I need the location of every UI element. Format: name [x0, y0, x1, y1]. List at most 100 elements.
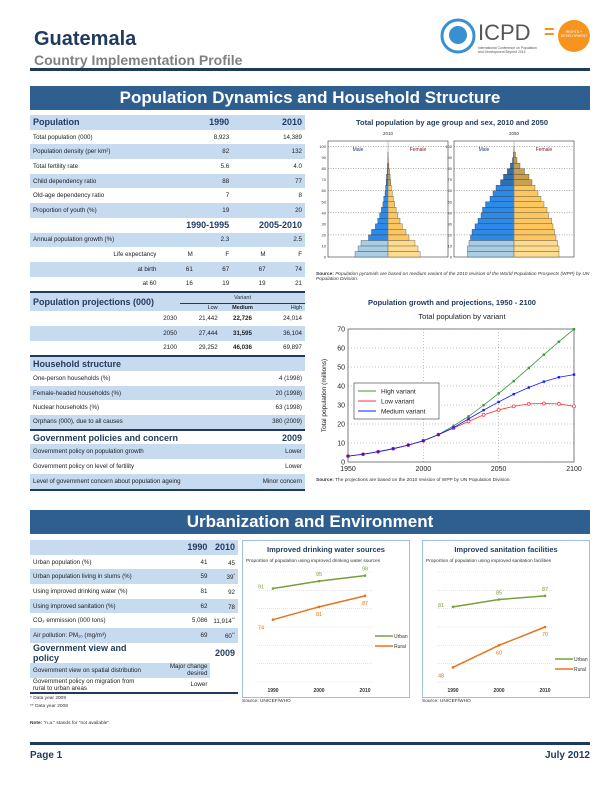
legend-label: Medium variant	[381, 409, 426, 416]
data-point	[363, 594, 367, 598]
cell: 27,444	[180, 325, 221, 341]
section-header: Population projections (000)	[30, 291, 180, 312]
y-tick-label: 10	[337, 441, 345, 448]
sanitation-subtitle: Proportion of population using improved …	[426, 559, 552, 564]
cell: F	[225, 251, 230, 259]
male-bar	[500, 179, 515, 186]
data-label: 74	[258, 626, 264, 632]
table-row: Air pollution: PM₁₀ (mg/m³) 69 60**	[30, 628, 238, 643]
data-point	[376, 450, 380, 453]
y-tick-label: 60	[337, 346, 345, 353]
cell: Major change desired	[150, 662, 211, 678]
y-axis-label: Total population (millions)	[321, 359, 328, 432]
cell: 92	[228, 588, 235, 596]
water-svg: 1990 2000 2010 91 95 98 Urban 74 81 87 Rural	[257, 567, 408, 694]
table-row: Proportion of youth (%) 19 20	[30, 203, 305, 218]
female-bar	[387, 245, 419, 252]
table-row: 2050 27,444 31,595 36,104	[30, 325, 305, 341]
table-row: Population density (per km²) 82 132	[30, 144, 305, 160]
x-tick-label: 2010	[539, 688, 550, 694]
table-row: at 60 16 19 19 21	[30, 277, 305, 292]
cell: M	[187, 251, 193, 259]
series-line-1	[452, 626, 546, 669]
data-point	[317, 579, 321, 583]
cell: 132	[232, 144, 305, 160]
pyramid-chart: Total population by age group and sex, 2…	[312, 118, 592, 282]
cell: M	[260, 251, 266, 259]
female-bar	[387, 229, 407, 236]
note-1: * Data year 2009	[30, 696, 67, 702]
cell: 21,442	[198, 315, 218, 323]
data-label: 81	[438, 603, 444, 609]
cell: Lower	[242, 444, 305, 460]
table-row: Using improved drinking water (%) 81 92	[30, 584, 238, 599]
data-point	[497, 400, 500, 404]
legend-female: Female	[536, 147, 553, 153]
x-tick-label: 1990	[447, 688, 458, 694]
row-label: Old-age dependency ratio	[33, 192, 105, 200]
section-banner-population: Population Dynamics and Household Struct…	[30, 86, 590, 110]
country-name: Guatemala	[34, 28, 137, 50]
data-point	[361, 453, 365, 456]
male-bar	[371, 229, 389, 236]
male-bar	[470, 234, 515, 241]
publication-date: July 2012	[544, 750, 590, 761]
col-header: 2005-2010	[258, 220, 302, 231]
data-point	[466, 419, 471, 424]
y-tick-label: 40	[448, 210, 453, 215]
data-label: 87	[542, 587, 548, 593]
data-point	[422, 439, 425, 442]
cell: 4.0	[293, 162, 302, 170]
source-label: Source:	[316, 478, 334, 483]
population-table: Population 1990 2010 Total population (000…	[30, 115, 305, 291]
x-tick-label: 2000	[493, 688, 504, 694]
data-point	[392, 447, 395, 450]
female-bar	[387, 218, 401, 225]
cell: 5.6	[220, 162, 230, 170]
col-header: High	[264, 302, 305, 312]
row-label: Government policy on level of fertility	[33, 462, 135, 470]
cell: 20 (1998)	[242, 385, 305, 401]
row-label: Total fertility rate	[33, 162, 79, 170]
sanitation-svg: 1990 2000 2010 81 85 87 Urban 48 60 70 Rural	[437, 571, 588, 694]
row-label: Proportion of youth (%)	[30, 203, 160, 218]
urban-table: 1990 2010 Urban population (%) 41 45 Urban p…	[30, 540, 238, 692]
female-bar	[513, 185, 536, 191]
sanitation-title: Improved sanitation facilities	[454, 545, 558, 554]
cell: 7	[225, 192, 230, 200]
pyramid-year: 2050	[509, 131, 520, 136]
female-bar	[513, 201, 545, 208]
data-point	[557, 402, 561, 406]
cell: 20	[232, 203, 305, 218]
footnote-mark: **	[231, 630, 235, 636]
cell: 41	[200, 558, 208, 566]
y-tick-label: 30	[448, 221, 453, 226]
table-row: Level of government concern about popula…	[30, 473, 305, 489]
y-tick-label: 30	[337, 403, 345, 410]
row-label: Government policy on population growth	[30, 444, 243, 460]
y-tick-label: 10	[448, 243, 453, 248]
data-point	[572, 373, 576, 376]
data-point	[437, 433, 440, 436]
cell: 77	[232, 173, 305, 189]
row-label: Government policy on migration from rura…	[33, 677, 135, 692]
population-tables: Population 1990 2010 Total population (000…	[30, 115, 305, 491]
table-row: Nuclear households (%) 63 (1998)	[30, 400, 305, 415]
urban-tables: 1990 2010 Urban population (%) 41 45 Urban p…	[30, 540, 238, 726]
sanitation-source: Source: UNICEF/WHO	[422, 699, 471, 704]
data-point	[527, 366, 530, 370]
female-bar	[387, 201, 395, 208]
row-label: at birth	[30, 261, 160, 277]
y-tick-label: 60	[448, 188, 453, 193]
row-label: Urban population (%)	[33, 558, 92, 566]
cell: 39	[226, 574, 234, 582]
data-label: 70	[542, 632, 548, 638]
table-row: Government policy on level of fertility L…	[30, 459, 305, 474]
cell: 88	[159, 173, 233, 189]
table-bottom-rule	[30, 488, 305, 491]
cell: 11,914	[213, 618, 232, 626]
cell: 82	[159, 144, 233, 160]
male-bar	[379, 212, 389, 219]
logo-caption: International Conference on Population a…	[478, 46, 537, 54]
section-header: Government policies and concern	[30, 428, 243, 445]
